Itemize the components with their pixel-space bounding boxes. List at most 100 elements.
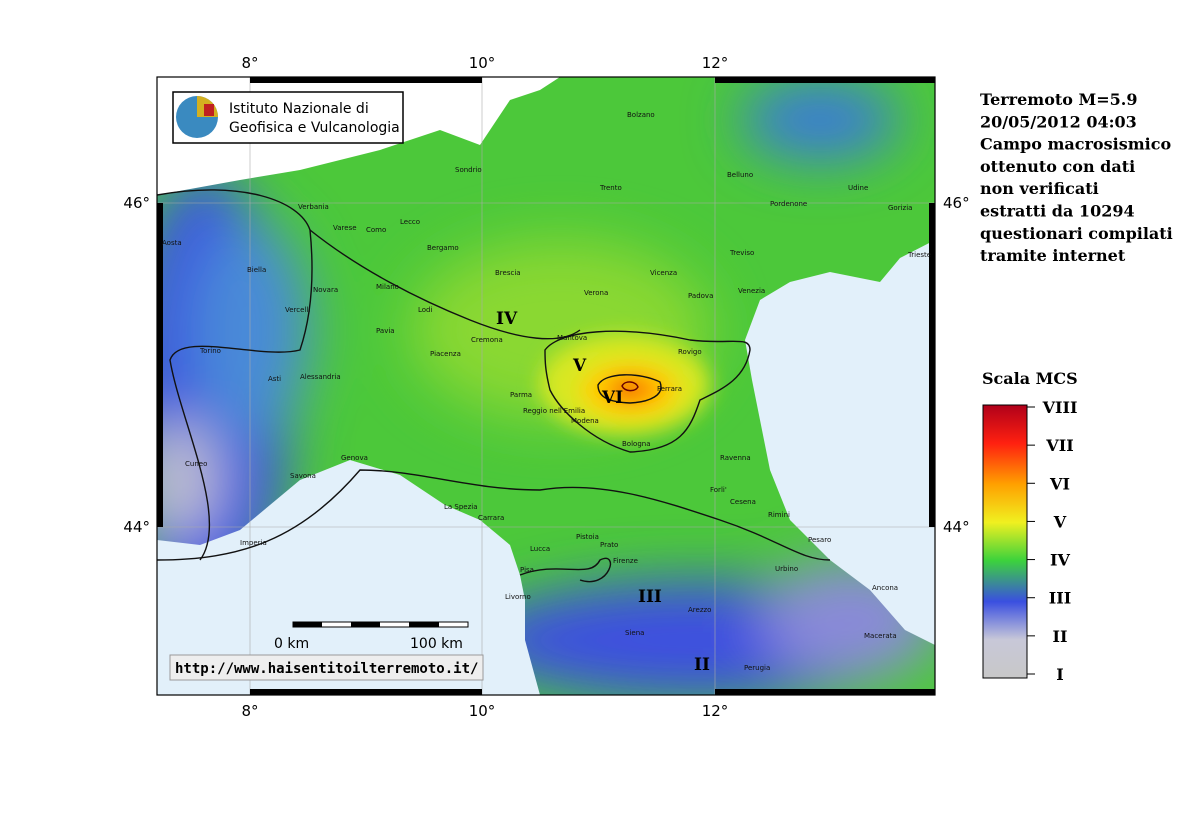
zone-label: V [572,356,587,376]
city-label: Pisa [520,566,534,574]
logo: Istituto Nazionale di Geofisica e Vulcan… [172,91,404,144]
title-line: non verificati [980,179,1099,198]
zone-labels: IV V VI III II [496,309,710,675]
url: http://www.haisentitoilterremoto.it/ [175,661,478,677]
city-label: Brescia [495,269,521,277]
city-label: Livorno [505,593,531,601]
lon-label: 12° [702,702,729,720]
title-line: 20/05/2012 04:03 [980,112,1137,131]
city-labels: Bolzano Sondrio Trento Belluno Udine Pordenon… [162,111,931,672]
legend-level: IV [1050,551,1070,570]
city-label: Ferrara [657,385,682,393]
legend-title: Scala MCS [982,369,1078,388]
city-label: Belluno [727,171,753,179]
city-label: Savona [290,472,316,480]
adriatic-sea [745,240,935,645]
city-label: Torino [199,347,221,355]
title-block: Terremoto M=5.9 20/05/2012 04:03 Campo mac… [980,90,1173,265]
city-label: Cesena [730,498,756,506]
city-label: Arezzo [688,606,711,614]
legend-level: III [1049,589,1071,608]
city-label: Milano [376,283,399,291]
city-label: Venezia [738,287,765,295]
zone-label: III [638,587,662,607]
city-label: Pistoia [576,533,599,541]
city-label: Reggio nell'Emilia [523,407,585,415]
city-label: Trento [599,184,622,192]
title-line: Campo macrosismico [980,135,1171,154]
city-label: Gorizia [888,204,912,212]
city-label: Cuneo [185,460,207,468]
title-line: estratti da 10294 [980,202,1135,221]
city-label: Forli' [710,486,727,494]
city-label: Verbania [298,203,329,211]
lon-label: 8° [241,54,258,72]
city-label: Lucca [530,545,550,553]
legend-level: V [1053,512,1067,531]
city-label: Rimini [768,511,790,519]
zone-label: VI [601,388,623,408]
city-label: Ravenna [720,454,751,462]
city-label: Sondrio [455,166,482,174]
city-label: La Spezia [444,503,478,511]
title-line: ottenuto con dati [980,157,1135,176]
city-label: Parma [510,391,532,399]
city-label: Firenze [613,557,638,565]
map-area [157,77,935,695]
city-label: Alessandria [300,373,341,381]
scale-label: 100 km [410,636,463,652]
legend-level: II [1053,627,1068,646]
scale-bar: 0 km 100 km [274,621,469,652]
city-label: Bolzano [627,111,655,119]
city-label: Trieste [907,251,931,259]
city-label: Varese [333,224,357,232]
lat-label: 46° [943,194,970,212]
city-label: Treviso [729,249,754,257]
url-box: http://www.haisentitoilterremoto.it/ [169,654,484,681]
city-label: Perugia [744,664,770,672]
city-label: Como [366,226,386,234]
lat-label: 44° [123,518,150,536]
lat-label: 46° [123,194,150,212]
legend-level: VIII [1042,398,1078,417]
lon-label: 12° [702,54,729,72]
legend-level: VII [1045,436,1073,455]
city-label: Pordenone [770,200,807,208]
title-line: tramite internet [980,246,1126,265]
degree-labels: 8° 10° 12° 8° 10° 12° 46° 44° 46° 44° [123,54,969,720]
legend-level: VI [1049,474,1070,493]
city-label: Bologna [622,440,650,448]
title-line: questionari compilati [980,224,1173,243]
city-label: Pavia [376,327,395,335]
city-label: Ancona [872,584,898,592]
city-label: Piacenza [430,350,461,358]
isoseismals [157,189,831,583]
city-label: Rovigo [678,348,702,356]
map-frame [156,76,936,696]
city-label: Pesaro [808,536,831,544]
city-label: Aosta [162,239,182,247]
scale-label: 0 km [274,636,309,652]
city-label: Bergamo [427,244,459,252]
zone-label: II [694,655,710,675]
logo-text: Istituto Nazionale di [229,101,369,117]
ligurian-sea [157,460,540,695]
city-label: Mantova [557,334,587,342]
city-label: Siena [625,629,644,637]
legend-level: I [1056,665,1063,684]
city-label: Cremona [471,336,503,344]
city-label: Modena [571,417,599,425]
city-label: Macerata [864,632,897,640]
city-label: Padova [688,292,713,300]
city-label: Vercelli [285,306,310,314]
lat-label: 44° [943,518,970,536]
city-label: Lecco [400,218,420,226]
title-line: Terremoto M=5.9 [980,90,1137,109]
city-label: Urbino [775,565,798,573]
lon-label: 8° [241,702,258,720]
city-label: Lodi [418,306,433,314]
zone-label: IV [496,309,518,329]
city-label: Biella [247,266,266,274]
